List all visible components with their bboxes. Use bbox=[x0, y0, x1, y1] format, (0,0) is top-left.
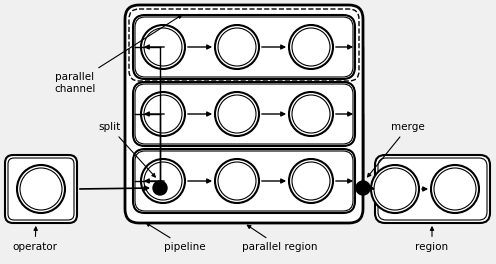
Text: pipeline: pipeline bbox=[146, 223, 206, 252]
Circle shape bbox=[289, 25, 333, 69]
Circle shape bbox=[431, 165, 479, 213]
Circle shape bbox=[356, 181, 370, 195]
Circle shape bbox=[141, 159, 185, 203]
FancyBboxPatch shape bbox=[133, 82, 355, 146]
Circle shape bbox=[374, 168, 416, 210]
Circle shape bbox=[289, 92, 333, 136]
Text: region: region bbox=[416, 227, 448, 252]
FancyBboxPatch shape bbox=[135, 17, 353, 77]
Circle shape bbox=[289, 159, 333, 203]
Circle shape bbox=[218, 28, 256, 66]
FancyBboxPatch shape bbox=[135, 151, 353, 211]
Circle shape bbox=[292, 95, 330, 133]
Circle shape bbox=[218, 95, 256, 133]
Text: parallel
channel: parallel channel bbox=[55, 15, 182, 94]
Text: merge: merge bbox=[368, 122, 425, 177]
Circle shape bbox=[292, 162, 330, 200]
Circle shape bbox=[141, 25, 185, 69]
Circle shape bbox=[17, 165, 65, 213]
Circle shape bbox=[20, 168, 62, 210]
Circle shape bbox=[141, 92, 185, 136]
Circle shape bbox=[292, 28, 330, 66]
Circle shape bbox=[215, 159, 259, 203]
Circle shape bbox=[434, 168, 476, 210]
FancyBboxPatch shape bbox=[135, 84, 353, 144]
Circle shape bbox=[215, 92, 259, 136]
FancyBboxPatch shape bbox=[378, 158, 487, 220]
Text: split: split bbox=[99, 122, 155, 177]
Text: parallel region: parallel region bbox=[242, 225, 318, 252]
FancyBboxPatch shape bbox=[8, 158, 74, 220]
Circle shape bbox=[144, 162, 182, 200]
FancyBboxPatch shape bbox=[5, 155, 77, 223]
Circle shape bbox=[144, 95, 182, 133]
Circle shape bbox=[371, 165, 419, 213]
FancyBboxPatch shape bbox=[133, 15, 355, 79]
Circle shape bbox=[218, 162, 256, 200]
Circle shape bbox=[144, 28, 182, 66]
FancyBboxPatch shape bbox=[125, 5, 363, 223]
Text: operator: operator bbox=[12, 227, 58, 252]
FancyBboxPatch shape bbox=[133, 149, 355, 213]
FancyBboxPatch shape bbox=[375, 155, 490, 223]
Circle shape bbox=[215, 25, 259, 69]
Circle shape bbox=[153, 181, 167, 195]
